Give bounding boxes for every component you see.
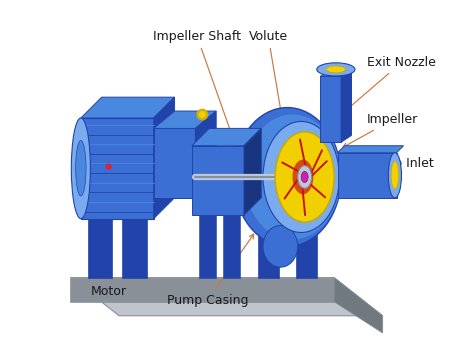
Text: Exit Nozzle: Exit Nozzle	[344, 56, 436, 112]
Text: Volute: Volute	[249, 30, 288, 135]
Polygon shape	[244, 128, 261, 215]
Polygon shape	[337, 146, 403, 153]
Ellipse shape	[146, 123, 162, 213]
Polygon shape	[192, 128, 261, 146]
Circle shape	[106, 164, 111, 169]
Polygon shape	[223, 215, 240, 278]
Ellipse shape	[275, 132, 334, 222]
Polygon shape	[71, 278, 334, 302]
Polygon shape	[88, 205, 126, 219]
Polygon shape	[122, 219, 147, 278]
Polygon shape	[296, 222, 327, 229]
Polygon shape	[296, 229, 317, 278]
Polygon shape	[334, 278, 383, 333]
Text: Impeller: Impeller	[343, 113, 419, 147]
Ellipse shape	[263, 226, 298, 267]
Ellipse shape	[76, 141, 86, 196]
Polygon shape	[154, 111, 216, 128]
Ellipse shape	[327, 66, 346, 73]
Ellipse shape	[317, 63, 355, 76]
Ellipse shape	[263, 121, 339, 232]
Ellipse shape	[388, 153, 401, 198]
Polygon shape	[154, 128, 195, 198]
Polygon shape	[195, 111, 216, 198]
Text: Pump Casing: Pump Casing	[167, 234, 254, 307]
Polygon shape	[122, 205, 161, 219]
Ellipse shape	[298, 166, 311, 188]
Polygon shape	[199, 215, 216, 278]
Polygon shape	[320, 76, 341, 142]
Ellipse shape	[244, 115, 341, 239]
Circle shape	[197, 109, 208, 120]
Ellipse shape	[292, 160, 313, 194]
Ellipse shape	[391, 161, 399, 189]
Polygon shape	[71, 278, 383, 316]
Text: Motor: Motor	[91, 197, 127, 298]
Polygon shape	[337, 153, 397, 198]
Polygon shape	[258, 229, 279, 278]
Polygon shape	[258, 222, 289, 229]
Polygon shape	[81, 97, 174, 118]
Circle shape	[200, 112, 205, 117]
Polygon shape	[192, 146, 244, 215]
Polygon shape	[88, 219, 112, 278]
Ellipse shape	[71, 118, 91, 219]
Polygon shape	[341, 69, 352, 142]
Polygon shape	[81, 118, 154, 219]
Text: Pump Inlet: Pump Inlet	[359, 156, 434, 177]
Polygon shape	[320, 69, 352, 76]
Ellipse shape	[301, 171, 308, 183]
Polygon shape	[154, 97, 174, 219]
Text: Impeller Shaft: Impeller Shaft	[153, 30, 241, 151]
Ellipse shape	[234, 108, 341, 246]
